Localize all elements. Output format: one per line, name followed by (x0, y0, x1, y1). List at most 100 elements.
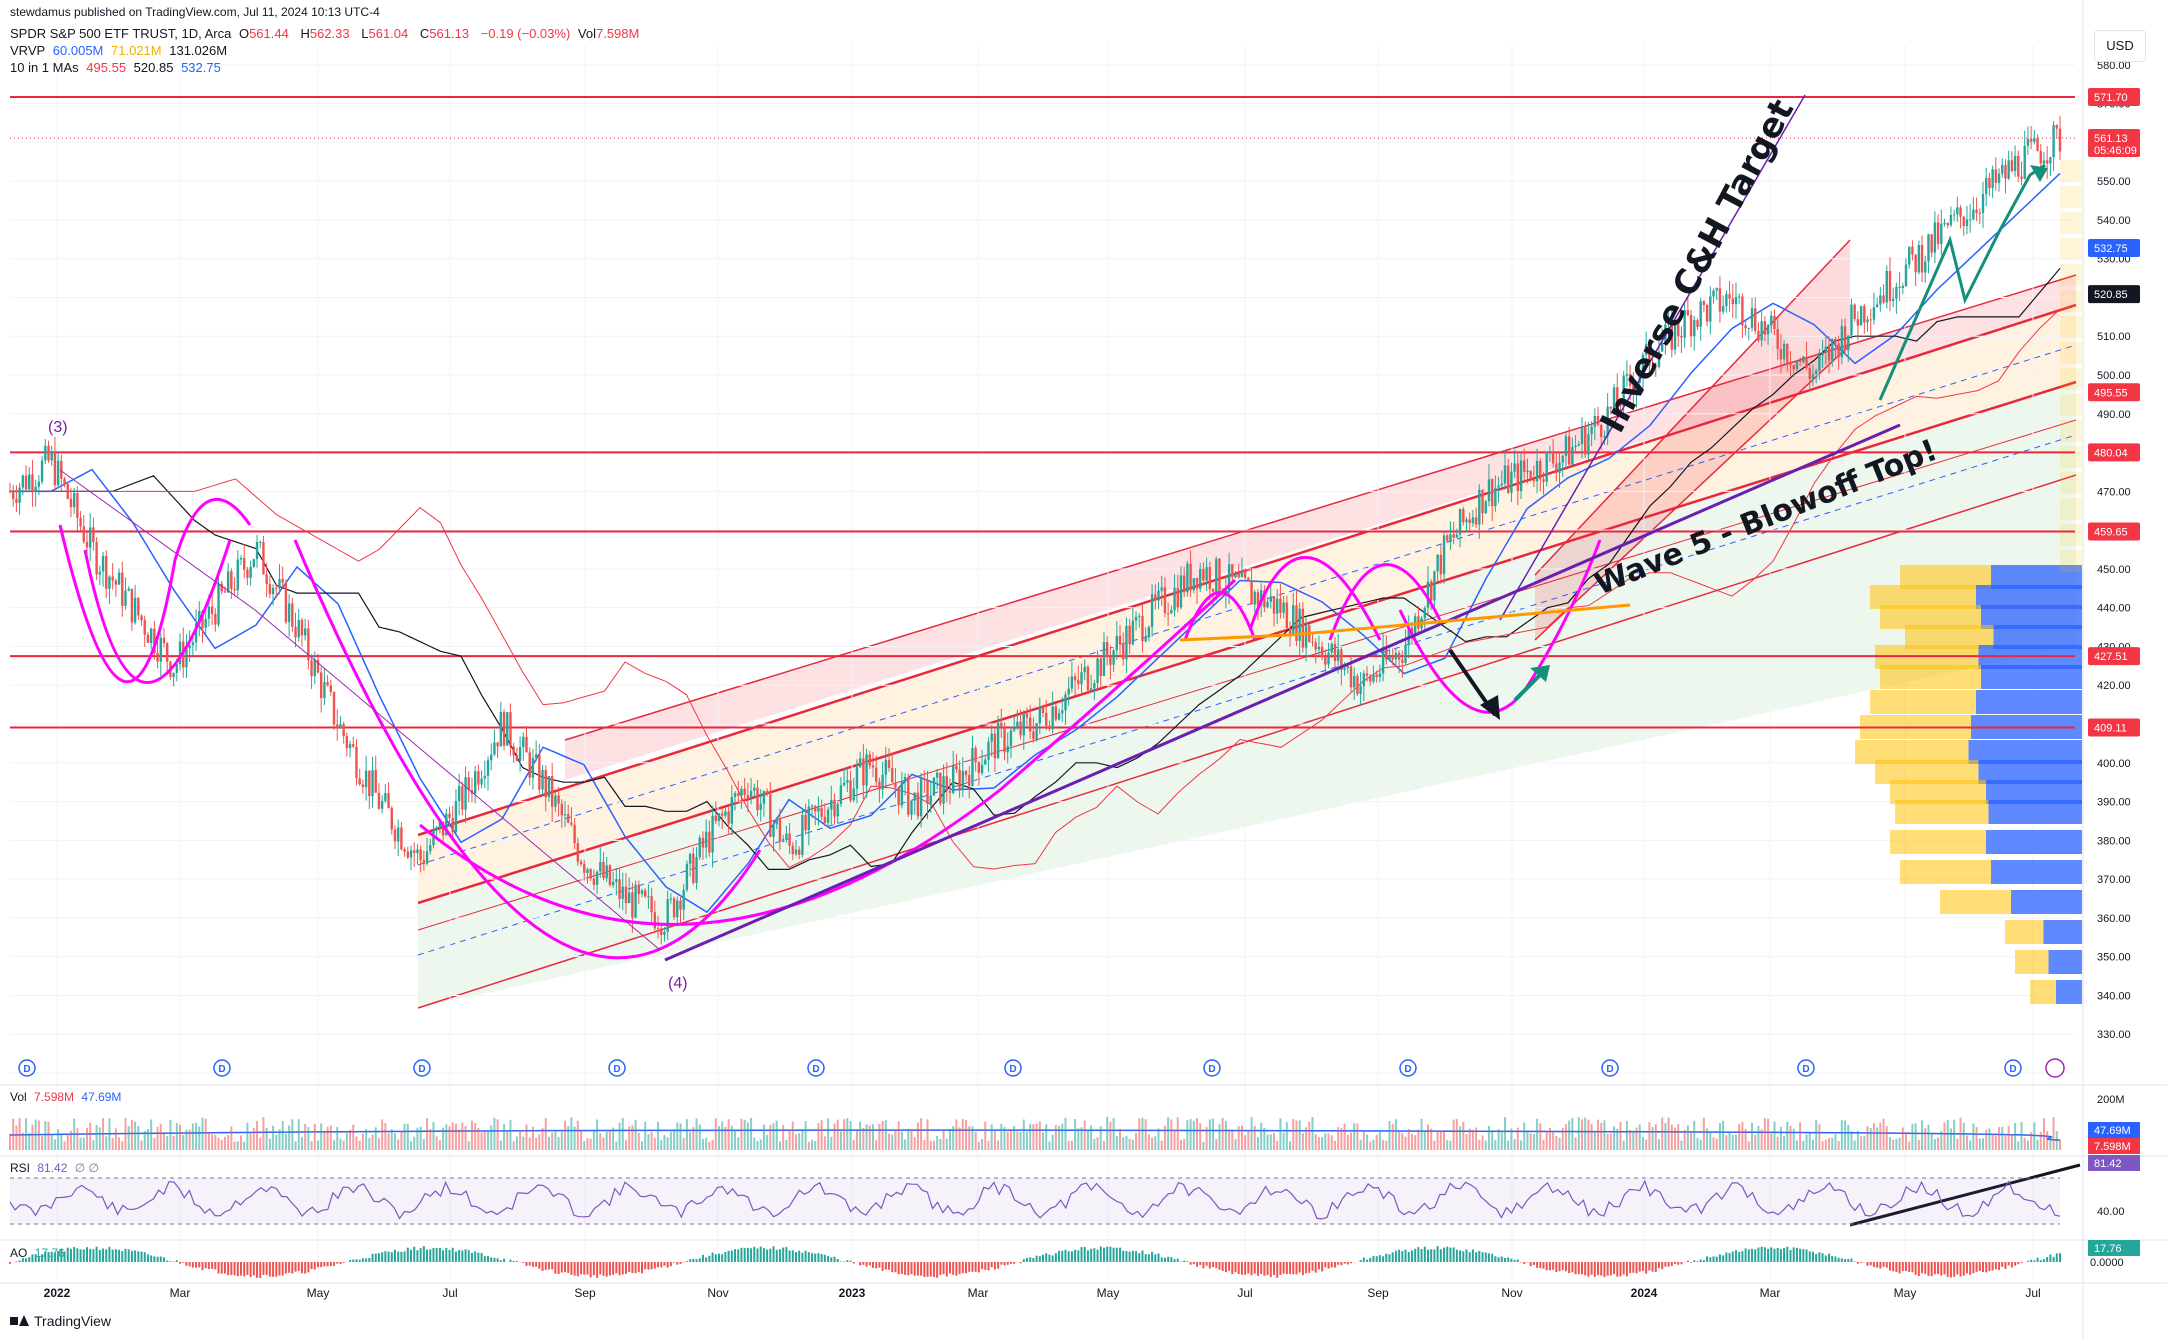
ao-bar (352, 1259, 355, 1262)
ao-bar (1998, 1262, 2001, 1270)
ao-bar (1346, 1262, 1349, 1265)
ao-bar (1090, 1248, 1093, 1262)
volume-bar (515, 1136, 518, 1150)
volume-bar (1767, 1118, 1770, 1150)
volume-bar (1487, 1125, 1490, 1150)
candle-body (900, 781, 904, 806)
ao-bar (743, 1247, 746, 1262)
volume-bar (272, 1125, 275, 1150)
volume-bar (483, 1131, 486, 1150)
channel-2024-bottom (1534, 344, 1851, 641)
candle-body (355, 746, 358, 779)
volume-bar (1221, 1117, 1224, 1150)
candle-body (518, 747, 522, 761)
volume-bar (955, 1119, 958, 1150)
candle-body (1754, 308, 1757, 331)
time-axis[interactable]: 2022 Mar May Jul Sep Nov 2023 Mar May Jul Sep Nov 20… (44, 1286, 2041, 1300)
volume-bar (239, 1135, 242, 1150)
ao-bar (1969, 1262, 1972, 1275)
candle-body (1006, 746, 1009, 753)
candle-body (727, 811, 730, 824)
vp-bar-down (1870, 690, 1976, 714)
vp-bar-faint (2060, 550, 2082, 572)
ao-bar (2052, 1256, 2055, 1262)
volume-bar (1090, 1125, 1093, 1150)
candle-body (1821, 352, 1824, 356)
candle-body (2045, 160, 2049, 164)
candle-body (1885, 271, 1888, 303)
price-tag (2088, 128, 2140, 157)
volume-bar (602, 1137, 605, 1150)
candle-body (1253, 592, 1256, 605)
volume-bar (1943, 1122, 1946, 1150)
ao-bar (480, 1253, 483, 1262)
candle-body (24, 475, 28, 490)
ao-bar (1295, 1262, 1298, 1275)
candle-body (303, 628, 307, 636)
ao-bar (734, 1249, 737, 1262)
candle-body (1879, 295, 1882, 305)
volume-bar (958, 1127, 961, 1150)
candle-body (1968, 219, 1972, 221)
ao-bar (397, 1251, 400, 1262)
volume-bar (1478, 1139, 1481, 1150)
price-axis[interactable]: 330.00340.00350.00360.00370.00380.00390.… (2088, 60, 2140, 1041)
volume-bar (195, 1122, 198, 1150)
candle-body (1991, 169, 1994, 189)
ao-bar (685, 1261, 688, 1262)
legend-vrvp[interactable]: VRVP 60.005M 71.021M 131.026M (10, 43, 231, 58)
candle-body (143, 620, 146, 635)
candle-body (1725, 294, 1728, 307)
volume-bar (1577, 1117, 1580, 1150)
price-tag-label: 571.70 (2094, 92, 2128, 104)
ao-bar (1433, 1249, 1436, 1262)
ao-bar (387, 1251, 390, 1262)
volume-bar (990, 1124, 993, 1150)
ao-bar (596, 1262, 599, 1278)
volume-bar (1096, 1137, 1099, 1150)
candle-body (1388, 656, 1391, 660)
volume-bar (2055, 1131, 2058, 1150)
volume-bar (1269, 1134, 1272, 1150)
volume-bar (1600, 1122, 1603, 1150)
volume-bar (1022, 1119, 1025, 1150)
ao-bar (1670, 1262, 1673, 1266)
candle-body (1866, 319, 1869, 323)
legend-mas[interactable]: 10 in 1 MAs 495.55 520.85 532.75 (10, 60, 225, 75)
volume-bar (1099, 1126, 1102, 1150)
candle-body (762, 791, 766, 804)
ao-bar (641, 1262, 644, 1274)
volume-bar (2049, 1137, 2052, 1150)
ao-bar (1702, 1260, 1705, 1262)
ao-bar (913, 1262, 916, 1276)
currency-button[interactable]: USD (2094, 30, 2146, 62)
volume-bar (1529, 1133, 1532, 1150)
ao-bar (547, 1262, 550, 1270)
ao-bar (1006, 1262, 1009, 1265)
candle-body (826, 809, 830, 823)
ao-bar (336, 1262, 339, 1264)
candle-body (1904, 264, 1908, 286)
volume-bar (1795, 1140, 1798, 1150)
ao-bar (207, 1262, 210, 1270)
volume-bar (1786, 1121, 1789, 1150)
volume-bar (1686, 1125, 1689, 1150)
ao-bar (204, 1262, 207, 1269)
candle-body (358, 778, 361, 785)
candle-body (897, 787, 900, 806)
ao-bar (1577, 1262, 1580, 1275)
tradingview-logo[interactable]: TradingView (10, 1313, 111, 1329)
volume-bar (150, 1119, 153, 1150)
volume-bar (1459, 1126, 1462, 1150)
ao-bar (2059, 1253, 2061, 1262)
volume-bar (1850, 1130, 1853, 1150)
ao-bar (1552, 1262, 1555, 1270)
volume-bar (1580, 1119, 1583, 1150)
volume-bar (1025, 1131, 1028, 1150)
candle-body (1336, 649, 1340, 662)
volume-bar (1763, 1118, 1766, 1150)
candle-body (2052, 125, 2055, 158)
ao-bar (1853, 1261, 1856, 1262)
ao-bar (1350, 1262, 1353, 1264)
